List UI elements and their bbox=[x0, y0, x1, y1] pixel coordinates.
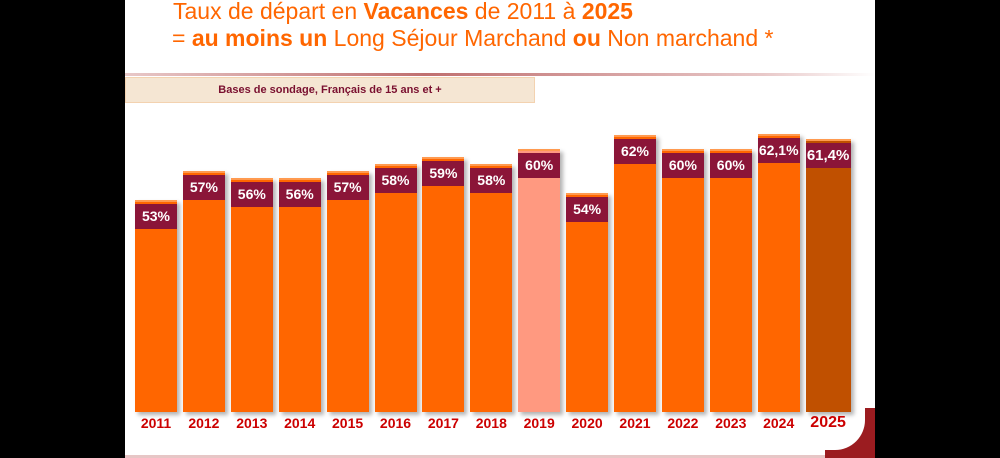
data-label-2015: 57% bbox=[326, 175, 369, 200]
data-label-2024: 62,1% bbox=[757, 138, 800, 164]
title-line-1: Taux de départ en Vacances de 2011 à 202… bbox=[173, 0, 633, 24]
bar-2022 bbox=[661, 149, 704, 412]
data-label-2012: 57% bbox=[182, 175, 225, 200]
x-tick-2015: 2015 bbox=[332, 415, 364, 431]
bar-2016 bbox=[374, 163, 417, 412]
data-label-2022: 60% bbox=[661, 153, 704, 179]
x-tick-2019: 2019 bbox=[523, 415, 555, 431]
x-tick-2012: 2012 bbox=[188, 415, 220, 431]
data-label-2013: 56% bbox=[230, 182, 273, 208]
data-label-2023: 60% bbox=[709, 153, 752, 179]
bar-2017 bbox=[422, 156, 465, 412]
x-tick-2020: 2020 bbox=[571, 415, 603, 431]
x-tick-2016: 2016 bbox=[379, 415, 412, 431]
data-label-2018: 58% bbox=[470, 167, 513, 193]
x-tick-2022: 2022 bbox=[667, 415, 699, 431]
bar-2020 bbox=[566, 192, 609, 412]
x-tick-2011: 2011 bbox=[140, 415, 172, 431]
x-tick-2021: 2021 bbox=[619, 415, 651, 431]
x-tick-2025: 2025 bbox=[810, 414, 846, 431]
bar-2011 bbox=[135, 200, 177, 412]
data-label-2014: 56% bbox=[278, 182, 321, 208]
bar-2024 bbox=[757, 134, 800, 412]
x-tick-2014: 2014 bbox=[284, 415, 316, 431]
data-label-2025: 61,4% bbox=[805, 143, 851, 169]
x-tick-2017: 2017 bbox=[427, 415, 459, 431]
bar-2025 bbox=[805, 139, 851, 412]
bar-2018 bbox=[470, 163, 513, 412]
data-label-2020: 54% bbox=[566, 196, 609, 222]
data-label-2017: 59% bbox=[422, 160, 465, 186]
bar-2015 bbox=[326, 171, 369, 412]
data-label-2019: 60% bbox=[518, 153, 561, 179]
bar-2013 bbox=[230, 178, 273, 412]
bar-2019 bbox=[518, 149, 561, 412]
base-note: Bases de sondage, Français de 15 ans et … bbox=[125, 77, 535, 103]
divider bbox=[125, 73, 875, 76]
x-tick-2018: 2018 bbox=[475, 415, 507, 431]
slide: Taux de départ en Vacances de 2011 à 202… bbox=[125, 0, 875, 458]
data-label-2016: 58% bbox=[374, 167, 417, 193]
bar-2012 bbox=[182, 171, 225, 412]
x-tick-2013: 2013 bbox=[236, 415, 268, 431]
title-line-2: = au moins un Long Séjour Marchand ou No… bbox=[172, 25, 774, 51]
data-label-2021: 62% bbox=[614, 138, 656, 164]
bar-2023 bbox=[709, 149, 752, 412]
bar-2021 bbox=[614, 134, 656, 412]
x-tick-2023: 2023 bbox=[715, 415, 747, 431]
bar-2014 bbox=[278, 178, 321, 412]
x-tick-2024: 2024 bbox=[763, 415, 795, 431]
bottom-line bbox=[125, 455, 825, 458]
data-label-2011: 53% bbox=[135, 204, 177, 229]
